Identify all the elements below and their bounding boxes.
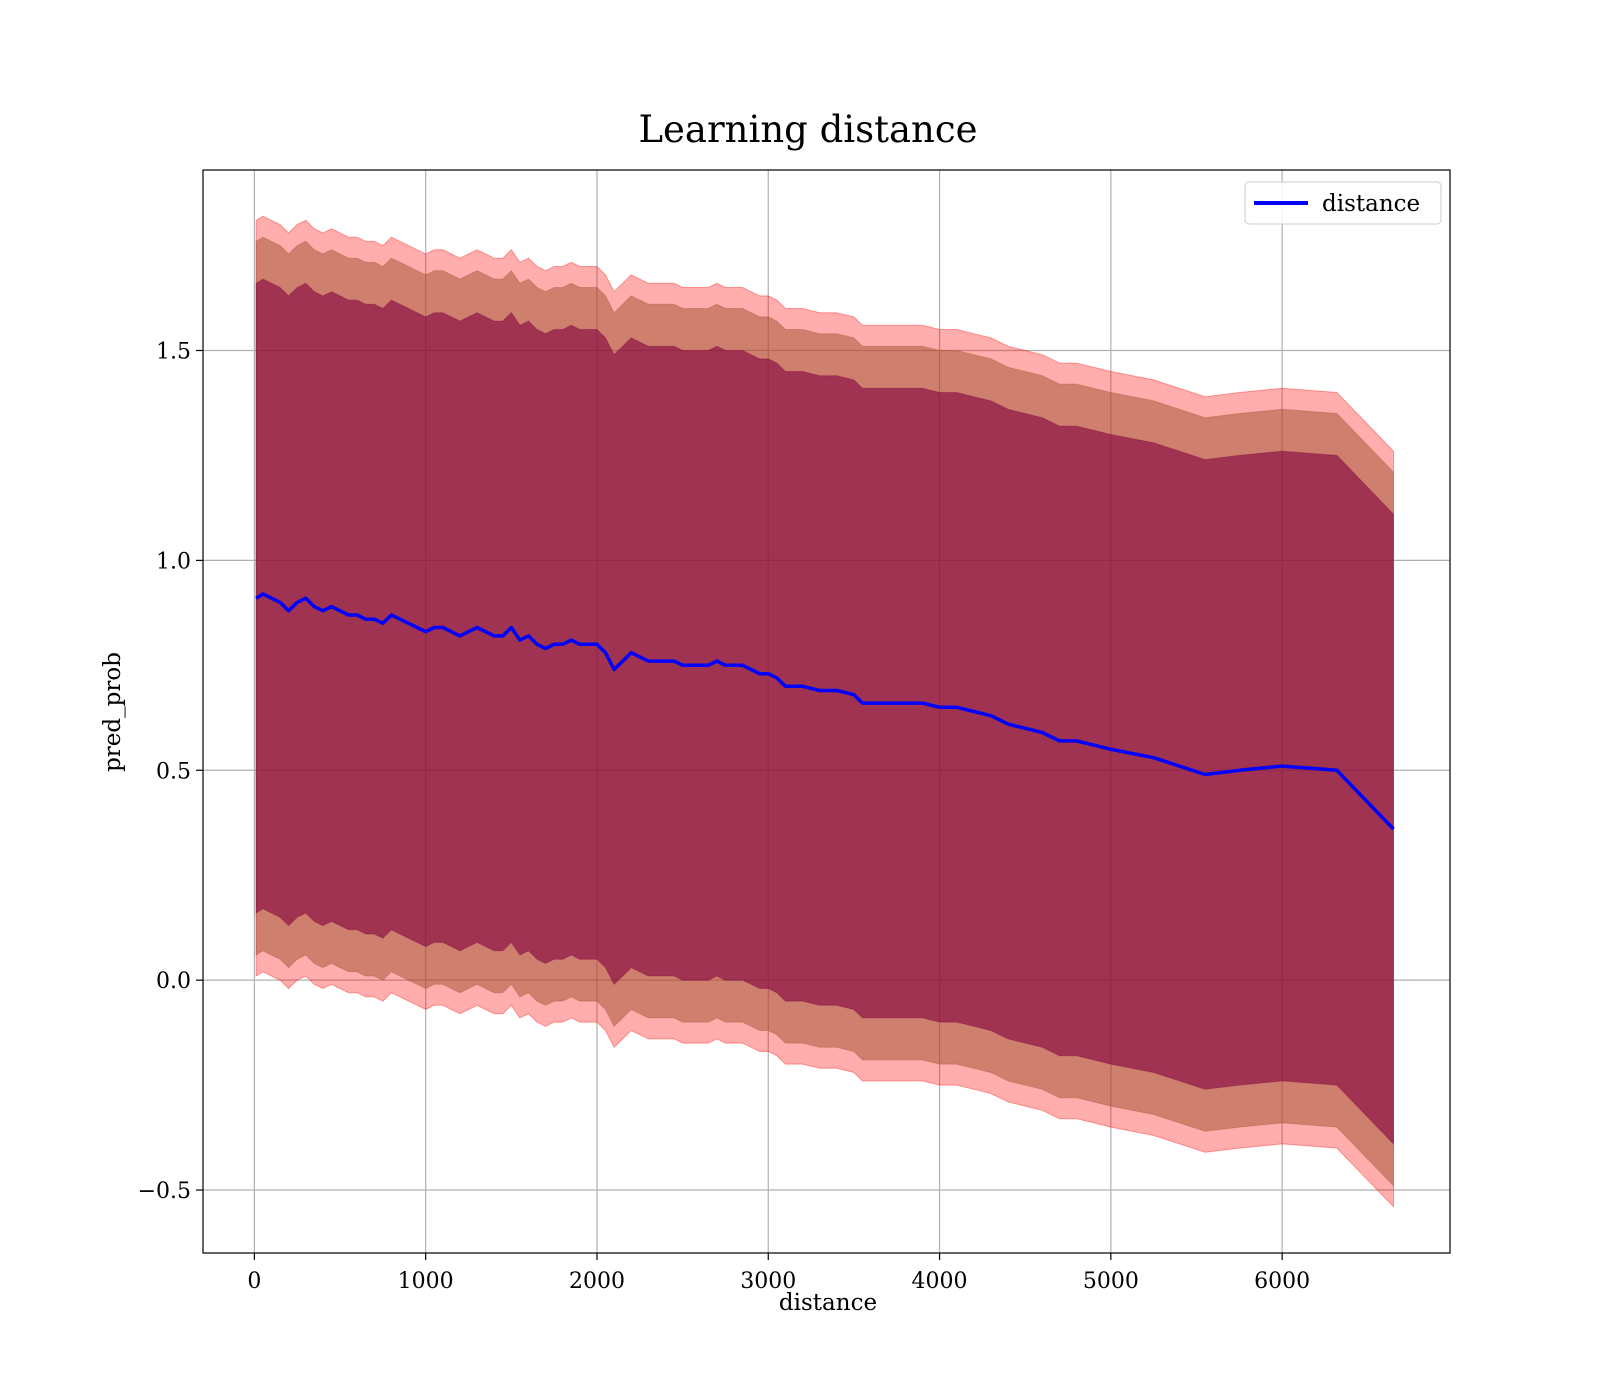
y-tick-label: −0.5 — [138, 1179, 191, 1204]
y-tick-label: 1.5 — [156, 340, 191, 365]
x-tick-label: 3000 — [740, 1269, 796, 1294]
x-axis-title: distance — [779, 1290, 877, 1316]
x-tick-label: 6000 — [1254, 1269, 1310, 1294]
line-layer — [255, 592, 1395, 831]
y-axis-ticks: −0.5 0.0 0.5 1.0 1.5 — [138, 340, 203, 1204]
x-tick-label: 4000 — [912, 1269, 968, 1294]
legend: distance — [1244, 181, 1442, 225]
legend-box — [1244, 181, 1442, 225]
y-tick-label: 0.0 — [156, 969, 191, 994]
chart-title: Learning distance — [638, 108, 977, 151]
y-tick-label: 1.0 — [156, 549, 191, 574]
y-tick-label: 0.5 — [156, 759, 191, 784]
x-axis-ticks: 0 1000 2000 3000 4000 5000 6000 — [247, 1253, 1310, 1294]
band-layer — [255, 215, 1394, 1209]
x-tick-label: 2000 — [569, 1269, 625, 1294]
y-axis-title: pred_prob — [100, 652, 126, 772]
legend-label-distance: distance — [1322, 191, 1420, 217]
band-inner — [255, 278, 1394, 1146]
series-line-distance — [255, 592, 1395, 831]
x-tick-label: 5000 — [1083, 1269, 1139, 1294]
x-tick-label: 1000 — [398, 1269, 454, 1294]
plot-frame — [202, 169, 1451, 1254]
x-tick-label: 0 — [247, 1269, 261, 1294]
